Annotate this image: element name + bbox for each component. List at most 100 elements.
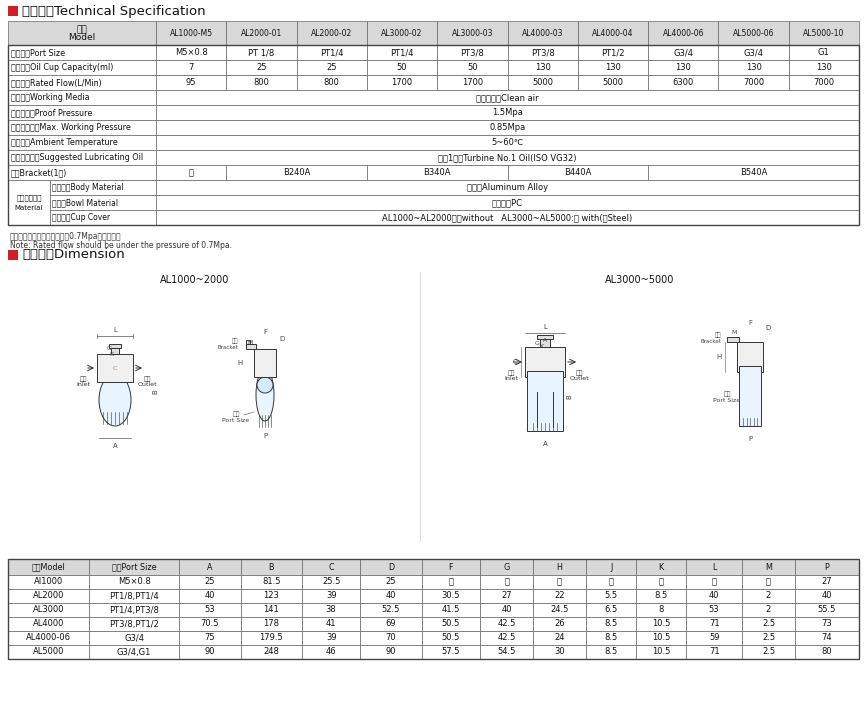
Text: AL1000~AL2000：无without   AL3000~AL5000:有 with(铁Steel): AL1000~AL2000：无without AL3000~AL5000:有 w… (382, 213, 633, 222)
Bar (156, 120, 859, 135)
Text: 出口
Outlet: 出口 Outlet (137, 376, 157, 387)
Text: 800: 800 (253, 78, 270, 87)
Bar (179, 575, 241, 589)
Bar (533, 603, 586, 617)
Text: 接管口径Port Size: 接管口径Port Size (11, 48, 65, 57)
Text: －: － (659, 577, 664, 587)
Text: 口径
Port Size: 口径 Port Size (714, 392, 740, 403)
Text: 托架
Bracket: 托架 Bracket (701, 332, 721, 343)
Bar (742, 617, 795, 631)
Text: 1700: 1700 (392, 78, 413, 87)
Text: D: D (279, 336, 284, 342)
Bar (8, 180, 50, 225)
Bar (437, 21, 507, 45)
Text: 10.5: 10.5 (652, 648, 670, 656)
Bar (649, 75, 719, 90)
Text: PT1/8,PT1/4: PT1/8,PT1/4 (109, 592, 159, 601)
Text: 2: 2 (766, 606, 771, 614)
Bar (156, 165, 226, 180)
Text: －: － (189, 168, 193, 177)
Text: A: A (113, 443, 117, 449)
Text: 主要配件材质: 主要配件材质 (16, 194, 42, 201)
Text: G: G (504, 562, 510, 572)
Text: 6.5: 6.5 (604, 606, 617, 614)
Text: PT1/4,PT3/8: PT1/4,PT3/8 (109, 606, 159, 614)
Bar (8, 645, 88, 659)
Bar (586, 631, 636, 645)
Text: 53: 53 (709, 606, 720, 614)
Bar (179, 631, 241, 645)
Text: 10.5: 10.5 (652, 619, 670, 629)
Bar (795, 645, 859, 659)
Text: P: P (263, 433, 267, 439)
Text: A: A (543, 441, 547, 447)
Bar (246, 344, 256, 349)
Bar (480, 589, 533, 603)
Bar (795, 575, 859, 589)
Bar (507, 165, 649, 180)
Bar (437, 45, 507, 60)
Bar (719, 21, 789, 45)
Bar (636, 575, 687, 589)
Text: 40: 40 (205, 592, 215, 601)
Bar (50, 195, 156, 210)
Text: AI1000: AI1000 (34, 577, 63, 587)
Bar (297, 45, 367, 60)
Bar (226, 75, 297, 90)
Bar (361, 617, 421, 631)
Bar (636, 645, 687, 659)
Text: 55.5: 55.5 (818, 606, 836, 614)
Text: K: K (659, 562, 664, 572)
Bar (742, 645, 795, 659)
Text: 38: 38 (326, 606, 336, 614)
Text: 95: 95 (186, 78, 197, 87)
Bar (246, 340, 250, 344)
Text: 46: 46 (326, 648, 336, 656)
Bar (742, 631, 795, 645)
Text: 130: 130 (605, 63, 621, 72)
Bar (789, 45, 859, 60)
Bar (8, 559, 88, 575)
Text: 8.5: 8.5 (604, 648, 617, 656)
Bar (8, 165, 156, 180)
Bar (361, 631, 421, 645)
Bar (421, 589, 480, 603)
Text: 50.5: 50.5 (441, 634, 460, 643)
Text: 聚碳酸脂PC: 聚碳酸脂PC (492, 198, 523, 207)
Bar (789, 60, 859, 75)
Bar (367, 45, 437, 60)
Text: 10.5: 10.5 (652, 634, 670, 643)
Bar (88, 631, 179, 645)
Text: 71: 71 (709, 619, 720, 629)
Text: 81.5: 81.5 (262, 577, 281, 587)
Bar (226, 21, 297, 45)
Text: PT1/2: PT1/2 (601, 48, 625, 57)
Text: AL1000-M5: AL1000-M5 (170, 28, 212, 38)
Bar (302, 645, 361, 659)
Text: 50: 50 (467, 63, 478, 72)
Text: 27: 27 (822, 577, 832, 587)
Text: AL4000-06: AL4000-06 (26, 634, 71, 643)
Bar (179, 589, 241, 603)
Text: －: － (557, 577, 562, 587)
Text: H: H (557, 562, 563, 572)
Bar (577, 21, 649, 45)
Bar (507, 75, 577, 90)
Bar (586, 559, 636, 575)
Bar (8, 45, 859, 225)
Text: B240A: B240A (283, 168, 310, 177)
Text: 130: 130 (675, 63, 691, 72)
Text: PT3/8: PT3/8 (531, 48, 555, 57)
Bar (156, 150, 859, 165)
Text: 8.5: 8.5 (604, 619, 617, 629)
Bar (687, 603, 742, 617)
Bar (8, 250, 18, 260)
Text: K: K (109, 351, 113, 356)
Text: B540A: B540A (740, 168, 767, 177)
Text: J: J (610, 562, 612, 572)
Bar (302, 589, 361, 603)
Text: L: L (712, 562, 716, 572)
Bar (156, 45, 226, 60)
Text: AL3000-03: AL3000-03 (452, 28, 493, 38)
Text: D: D (765, 325, 770, 331)
